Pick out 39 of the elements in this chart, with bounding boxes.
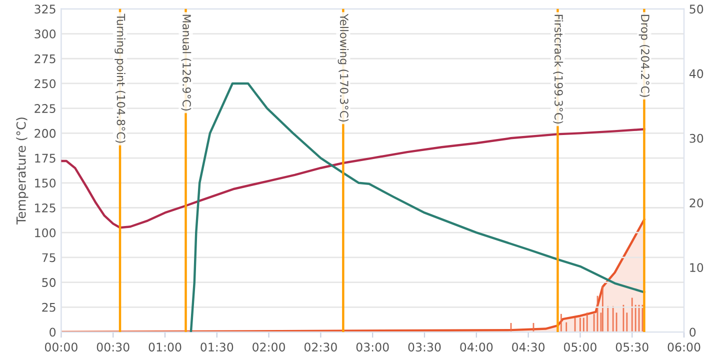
y2-tick-label: 30 xyxy=(690,134,704,143)
y2-tick-label: 20 xyxy=(690,198,704,208)
ref-line-label: Manual (126.9°C) xyxy=(181,14,192,111)
x-tick-label: 02:00 xyxy=(252,342,286,352)
y-axis-title: Temperature (°C) xyxy=(16,118,28,224)
y-tick-label: 225 xyxy=(34,104,56,113)
y-tick-label: 325 xyxy=(34,4,56,14)
y-tick-label: 0 xyxy=(50,328,56,337)
x-tick-label: 00:30 xyxy=(96,342,130,352)
y-tick-label: 150 xyxy=(35,178,56,188)
ref-line-label: Drop (204.2°C) xyxy=(638,14,650,97)
y-tick-label: 250 xyxy=(34,79,56,88)
ref-line-label: Turning point (104.8°C) xyxy=(114,14,126,143)
y-tick-label: 100 xyxy=(35,228,56,238)
y-tick-label: 125 xyxy=(35,203,56,212)
y-tick-label: 75 xyxy=(42,253,56,262)
x-tick-label: 03:30 xyxy=(408,342,441,352)
x-tick-label: 05:30 xyxy=(616,342,648,352)
y2-tick-label: 0 xyxy=(690,328,696,337)
x-tick-label: 04:30 xyxy=(512,342,545,352)
y-tick-label: 300 xyxy=(34,30,56,38)
y2-tick-label: 40 xyxy=(689,69,704,78)
y2-tick-label: 50 xyxy=(690,4,704,14)
y-tick-label: 275 xyxy=(34,54,56,64)
y-tick-label: 25 xyxy=(42,302,56,312)
x-tick-label: 01:30 xyxy=(200,342,234,352)
y-tick-label: 175 xyxy=(35,154,56,163)
x-tick-label: 06:00 xyxy=(668,342,700,352)
x-tick-label: 05:00 xyxy=(564,342,596,352)
ref-line-label: Yellowing (170.3°C) xyxy=(338,14,349,122)
x-tick-label: 02:30 xyxy=(304,342,337,352)
y2-tick-label: 10 xyxy=(690,263,704,272)
x-tick-label: 04:00 xyxy=(460,342,493,352)
y-tick-label: 200 xyxy=(34,128,56,138)
ref-line-label: Firstcrack (199.3°C) xyxy=(553,14,564,124)
x-tick-label: 01:00 xyxy=(148,342,182,352)
y-tick-label: 50 xyxy=(42,278,56,287)
x-tick-label: 00:00 xyxy=(44,342,78,352)
x-tick-label: 03:00 xyxy=(356,342,389,352)
